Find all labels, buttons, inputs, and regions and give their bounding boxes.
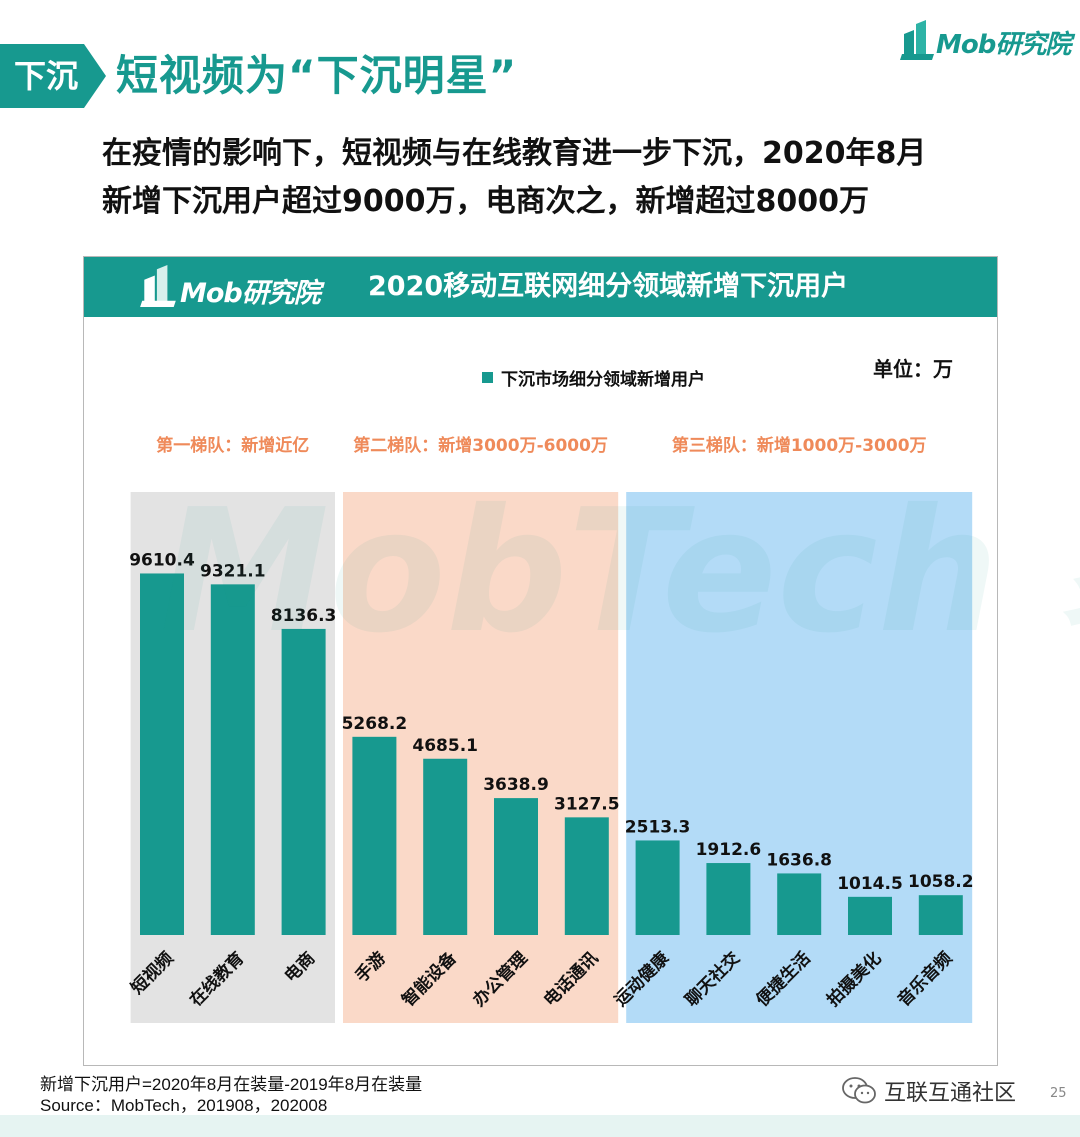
wechat-account-name: 互联互通社区 xyxy=(884,1081,1017,1106)
bar-6 xyxy=(494,798,538,935)
group-label-2: 第二梯队：新增3000万-6000万 xyxy=(353,435,608,456)
unit-label: 单位：万 xyxy=(873,357,953,381)
footnote-source: Source：MobTech，201908，202008 xyxy=(40,1096,328,1115)
bottom-strip xyxy=(0,1115,1080,1137)
value-label-7: 3127.5 xyxy=(554,794,620,814)
bar-2 xyxy=(210,584,255,935)
section-tag: 下沉 xyxy=(13,57,78,95)
bar-5 xyxy=(423,758,468,935)
value-label-6: 3638.9 xyxy=(483,775,549,795)
bar-9 xyxy=(706,863,751,935)
bar-chart: 第一梯队：新增近亿 第二梯队：新增3000万-6000万 第三梯队：新增1000万-… xyxy=(127,435,974,1023)
bar-7 xyxy=(564,817,609,935)
bar-10 xyxy=(777,873,822,935)
bar-12 xyxy=(918,895,963,935)
wechat-icon xyxy=(842,1077,876,1104)
chart-frame: Mob研究院 2020移动互联网细分领域新增下沉用户 下沉市场细分领域新增用户 … xyxy=(83,256,998,1066)
value-label-11: 1014.5 xyxy=(837,874,903,894)
value-label-9: 1912.6 xyxy=(696,840,762,860)
value-label-1: 9610.4 xyxy=(129,550,195,570)
value-label-3: 8136.3 xyxy=(271,606,337,626)
chart-title: 2020移动互联网细分领域新增下沉用户 xyxy=(368,271,849,302)
subtitle-line-2: 新增下沉用户超过9000万，电商次之，新增超过8000万 xyxy=(102,184,869,219)
value-label-10: 1636.8 xyxy=(766,850,832,870)
group-band-3 xyxy=(626,492,973,1023)
brand-logo: Mob研究院 xyxy=(900,20,1071,64)
value-label-12: 1058.2 xyxy=(908,872,974,892)
group-label-3: 第三梯队：新增1000万-3000万 xyxy=(672,435,927,456)
bar-1 xyxy=(140,573,184,935)
page-number: 25 xyxy=(1050,1086,1067,1101)
subtitle-line-1: 在疫情的影响下，短视频与在线教育进一步下沉，2020年8月 xyxy=(102,136,927,171)
bar-8 xyxy=(635,840,680,935)
chart-brand-text: Mob研究院 xyxy=(180,278,321,309)
value-label-2: 9321.1 xyxy=(200,561,266,581)
logo-icon xyxy=(140,265,176,307)
bar-3 xyxy=(281,628,326,935)
footnote-definition: 新增下沉用户=2020年8月在装量-2019年8月在装量 xyxy=(40,1075,423,1094)
brand-logo-text: Mob研究院 xyxy=(936,30,1071,60)
group-label-1: 第一梯队：新增近亿 xyxy=(156,435,309,456)
legend-swatch xyxy=(482,371,493,383)
wechat-account: 互联互通社区 xyxy=(842,1076,1016,1106)
chart-legend: 下沉市场细分领域新增用户 xyxy=(482,365,705,390)
bar-11 xyxy=(848,896,892,935)
logo-icon xyxy=(900,20,934,60)
bar-4 xyxy=(352,736,397,935)
legend-label: 下沉市场细分领域新增用户 xyxy=(501,369,705,390)
page-title: 短视频为“下沉明星” xyxy=(116,51,518,100)
value-label-4: 5268.2 xyxy=(342,714,408,734)
section-tag-shape xyxy=(0,44,106,108)
value-label-5: 4685.1 xyxy=(412,736,478,756)
value-label-8: 2513.3 xyxy=(625,817,691,837)
footnote: 新增下沉用户=2020年8月在装量-2019年8月在装量 Source：MobT… xyxy=(40,1074,422,1116)
subtitle: 在疫情的影响下，短视频与在线教育进一步下沉，2020年8月 新增下沉用户超过90… xyxy=(102,130,1002,226)
chart-banner: Mob研究院 2020移动互联网细分领域新增下沉用户 xyxy=(84,257,997,317)
chart-brand-logo: Mob研究院 xyxy=(140,265,340,309)
